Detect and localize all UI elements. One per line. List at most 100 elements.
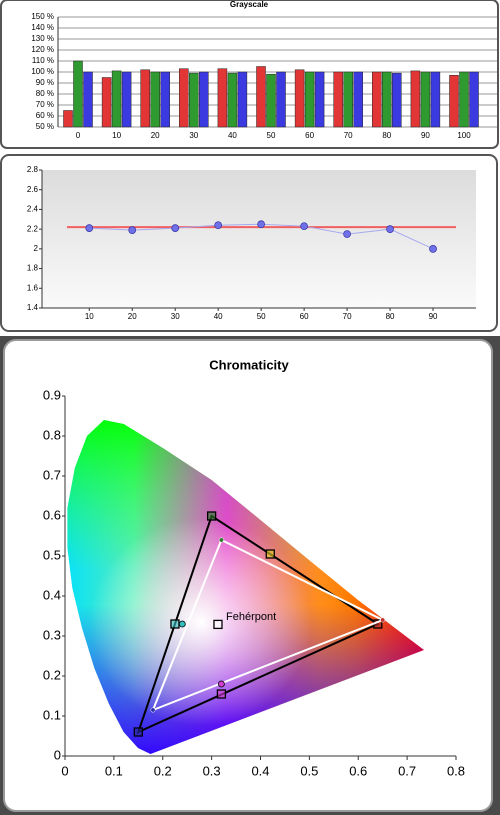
y-tick-label: 2: [34, 244, 39, 253]
x-tick-label: 20: [128, 312, 137, 321]
y-tick-label: 0.7: [43, 467, 61, 482]
y-tick-label: 80 %: [36, 89, 54, 98]
bar: [459, 71, 469, 128]
x-tick-label: 30: [171, 312, 180, 321]
point: [206, 511, 217, 521]
point: [85, 224, 94, 233]
x-tick-label: 0.7: [398, 763, 416, 778]
bar: [121, 71, 132, 128]
y-tick-label: 0.8: [43, 427, 61, 442]
x-tick-label: 20: [151, 131, 160, 140]
y-tick-label: 0.9: [43, 387, 61, 402]
point: [218, 537, 224, 543]
bar: [237, 71, 248, 128]
x-tick-label: 0.1: [105, 763, 123, 778]
bar: [449, 75, 459, 128]
y-tick-label: 50 %: [36, 122, 54, 131]
x-tick-label: 50: [257, 312, 266, 321]
bar: [101, 77, 112, 128]
point: [171, 224, 180, 233]
y-tick-label: 0.4: [43, 587, 61, 602]
point: [265, 549, 275, 559]
y-tick-label: 150 %: [31, 12, 54, 21]
chart-title: Grayscale: [230, 0, 269, 9]
y-tick-label: 110 %: [32, 56, 54, 65]
chart-title: Chromaticity: [209, 357, 289, 372]
y-tick-label: 1.8: [27, 264, 39, 273]
point: [217, 680, 225, 688]
y-tick-label: 0: [54, 747, 61, 762]
x-tick-label: 60: [305, 131, 314, 140]
point: [133, 727, 143, 737]
bar: [73, 60, 83, 128]
bar: [469, 71, 479, 128]
y-tick-label: 1.4: [27, 303, 39, 312]
y-tick-label: 0.2: [43, 667, 61, 682]
plot-background: [42, 170, 476, 308]
point: [386, 225, 394, 233]
point: [380, 617, 386, 623]
point: [300, 222, 308, 231]
x-tick-label: 50: [267, 131, 276, 140]
bar: [63, 110, 73, 128]
point: [213, 619, 223, 630]
x-tick-label: 100: [457, 131, 471, 140]
point: [216, 689, 227, 699]
y-tick-label: 100 %: [31, 67, 54, 76]
x-tick-label: 90: [429, 312, 438, 321]
x-tick-label: 0.2: [154, 763, 172, 778]
bar: [343, 71, 353, 128]
x-tick-label: 10: [112, 131, 121, 140]
bar: [256, 66, 266, 128]
y-tick-label: 0.1: [43, 707, 61, 722]
y-tick-label: 0.3: [43, 627, 61, 642]
bar: [189, 72, 199, 128]
x-tick-label: 0: [76, 131, 81, 140]
bar: [304, 71, 315, 128]
x-tick-label: 0.6: [349, 763, 367, 778]
y-tick-label: 2.8: [27, 165, 39, 174]
point: [257, 220, 265, 229]
bar: [217, 68, 228, 128]
y-tick-label: 2.2: [27, 224, 39, 233]
bar: [372, 71, 382, 128]
y-tick-label: 2.4: [27, 205, 39, 214]
bar: [83, 71, 93, 128]
bar: [430, 71, 441, 128]
point: [343, 230, 351, 238]
x-tick-label: 40: [214, 312, 223, 321]
point: [178, 620, 186, 628]
x-tick-label: 0.8: [447, 763, 465, 778]
gamut-triangle: [151, 538, 386, 712]
y-tick-label: 60 %: [36, 111, 54, 120]
x-tick-label: 30: [189, 131, 198, 140]
bar: [392, 72, 402, 128]
bar: [227, 72, 238, 128]
x-tick-label: 80: [382, 131, 391, 140]
x-tick-label: 80: [386, 312, 395, 321]
bar: [199, 71, 209, 128]
x-tick-label: 10: [85, 312, 94, 321]
x-tick-label: 0.3: [203, 763, 221, 778]
point: [128, 226, 137, 234]
bar: [420, 71, 431, 128]
x-tick-label: 0.4: [251, 763, 269, 778]
x-tick-label: 90: [421, 131, 430, 140]
bar: [314, 71, 325, 128]
point: [150, 707, 156, 713]
y-tick-label: 70 %: [36, 100, 54, 109]
point: [170, 619, 180, 629]
y-tick-label: 1.6: [27, 283, 39, 292]
bar: [150, 71, 160, 128]
y-tick-label: 140 %: [31, 23, 54, 32]
point: [429, 245, 437, 253]
y-tick-label: 90 %: [36, 78, 54, 87]
y-tick-label: 130 %: [31, 34, 54, 43]
bar: [333, 71, 343, 128]
y-tick-label: 0.6: [43, 507, 61, 522]
annotation: Fehérpont: [226, 611, 276, 623]
x-tick-label: 70: [344, 131, 353, 140]
bar: [179, 68, 189, 128]
